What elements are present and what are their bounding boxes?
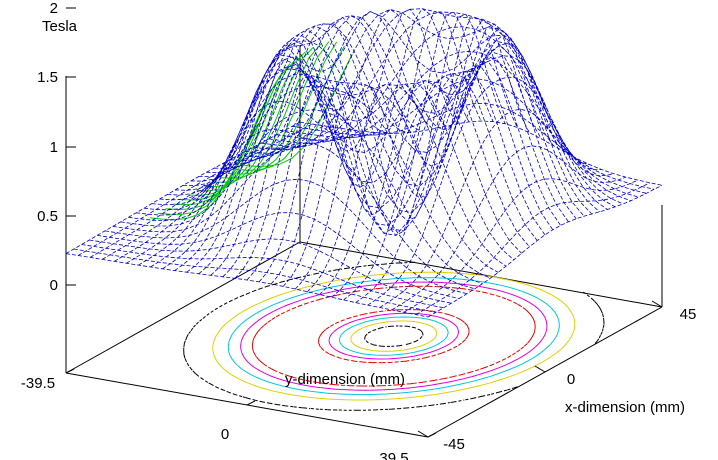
contour-line	[212, 271, 576, 401]
z-tick-label: 1	[50, 139, 58, 156]
y-tick-label: 0	[221, 426, 229, 443]
contour-line	[240, 281, 548, 391]
surface-mesh	[65, 8, 663, 318]
z-axis-label: Tesla	[42, 18, 78, 35]
y-tick-mark	[246, 400, 256, 406]
base-contours	[183, 261, 605, 411]
x-axis-label: x-dimension (mm)	[565, 399, 685, 416]
z-tick-label: 2	[50, 0, 58, 17]
z-axis: 0 0.5 1 1.5 2	[37, 0, 76, 294]
y-tick-mark	[427, 432, 437, 438]
x-tick-label: 0	[567, 371, 575, 388]
x-tick-label: 45	[680, 306, 697, 323]
x-tick-label: -45	[443, 436, 465, 453]
contour-line	[183, 261, 605, 411]
contour-line	[251, 285, 536, 387]
z-tick-label: 0.5	[37, 208, 58, 225]
y-tick-label: -39.5	[21, 375, 55, 392]
x-tick-mark	[651, 300, 663, 308]
x-tick-mark	[417, 430, 429, 438]
y-axis-label: y-dimension (mm)	[285, 371, 405, 388]
z-tick-label: 1.5	[37, 69, 58, 86]
x-axis: -45 0 45	[417, 300, 697, 453]
contour-line	[227, 277, 560, 396]
base-edge	[65, 241, 301, 374]
surface-mesh-lines	[65, 8, 663, 318]
y-tick-mark	[65, 368, 75, 374]
y-tick-label: 39.5	[379, 450, 408, 460]
y-axis: -39.5 0 39.5	[21, 368, 437, 460]
base-edge	[299, 241, 663, 308]
surface-hidden-side	[149, 41, 353, 221]
x-tick-mark	[534, 365, 546, 373]
z-tick-label: 0	[50, 277, 58, 294]
